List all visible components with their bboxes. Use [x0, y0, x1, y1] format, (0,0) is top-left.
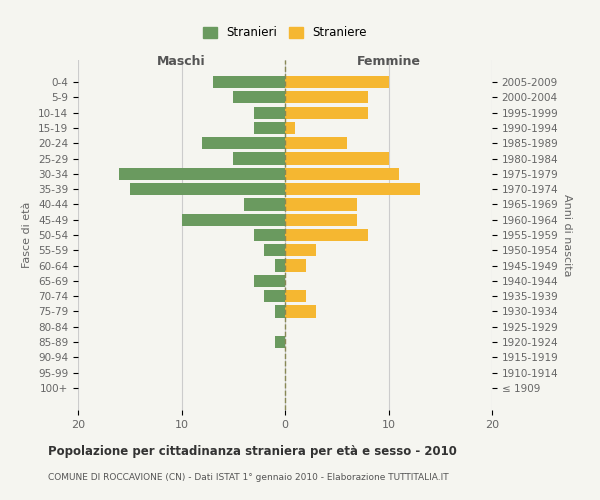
Bar — [285, 106, 368, 118]
Y-axis label: Anni di nascita: Anni di nascita — [562, 194, 572, 276]
Bar — [275, 306, 285, 318]
Bar — [285, 122, 295, 134]
Bar — [212, 76, 285, 88]
Bar — [285, 229, 368, 241]
Bar — [285, 214, 358, 226]
Bar — [254, 229, 285, 241]
Text: Femmine: Femmine — [356, 56, 421, 68]
Text: Maschi: Maschi — [157, 56, 206, 68]
Bar — [285, 183, 419, 195]
Bar — [285, 168, 399, 180]
Legend: Stranieri, Straniere: Stranieri, Straniere — [197, 20, 373, 45]
Bar — [285, 244, 316, 256]
Bar — [275, 260, 285, 272]
Bar — [233, 152, 285, 164]
Text: COMUNE DI ROCCAVIONE (CN) - Dati ISTAT 1° gennaio 2010 - Elaborazione TUTTITALIA: COMUNE DI ROCCAVIONE (CN) - Dati ISTAT 1… — [48, 472, 449, 482]
Bar — [265, 290, 285, 302]
Bar — [285, 137, 347, 149]
Bar — [285, 152, 389, 164]
Bar — [285, 76, 389, 88]
Bar — [285, 260, 306, 272]
Bar — [202, 137, 285, 149]
Y-axis label: Fasce di età: Fasce di età — [22, 202, 32, 268]
Bar — [275, 336, 285, 348]
Bar — [233, 91, 285, 104]
Bar — [265, 244, 285, 256]
Bar — [285, 91, 368, 104]
Bar — [254, 122, 285, 134]
Text: Popolazione per cittadinanza straniera per età e sesso - 2010: Popolazione per cittadinanza straniera p… — [48, 445, 457, 458]
Bar — [244, 198, 285, 210]
Bar — [254, 106, 285, 118]
Bar — [285, 306, 316, 318]
Bar — [254, 275, 285, 287]
Bar — [182, 214, 285, 226]
Bar — [130, 183, 285, 195]
Bar — [285, 290, 306, 302]
Bar — [285, 198, 358, 210]
Bar — [119, 168, 285, 180]
